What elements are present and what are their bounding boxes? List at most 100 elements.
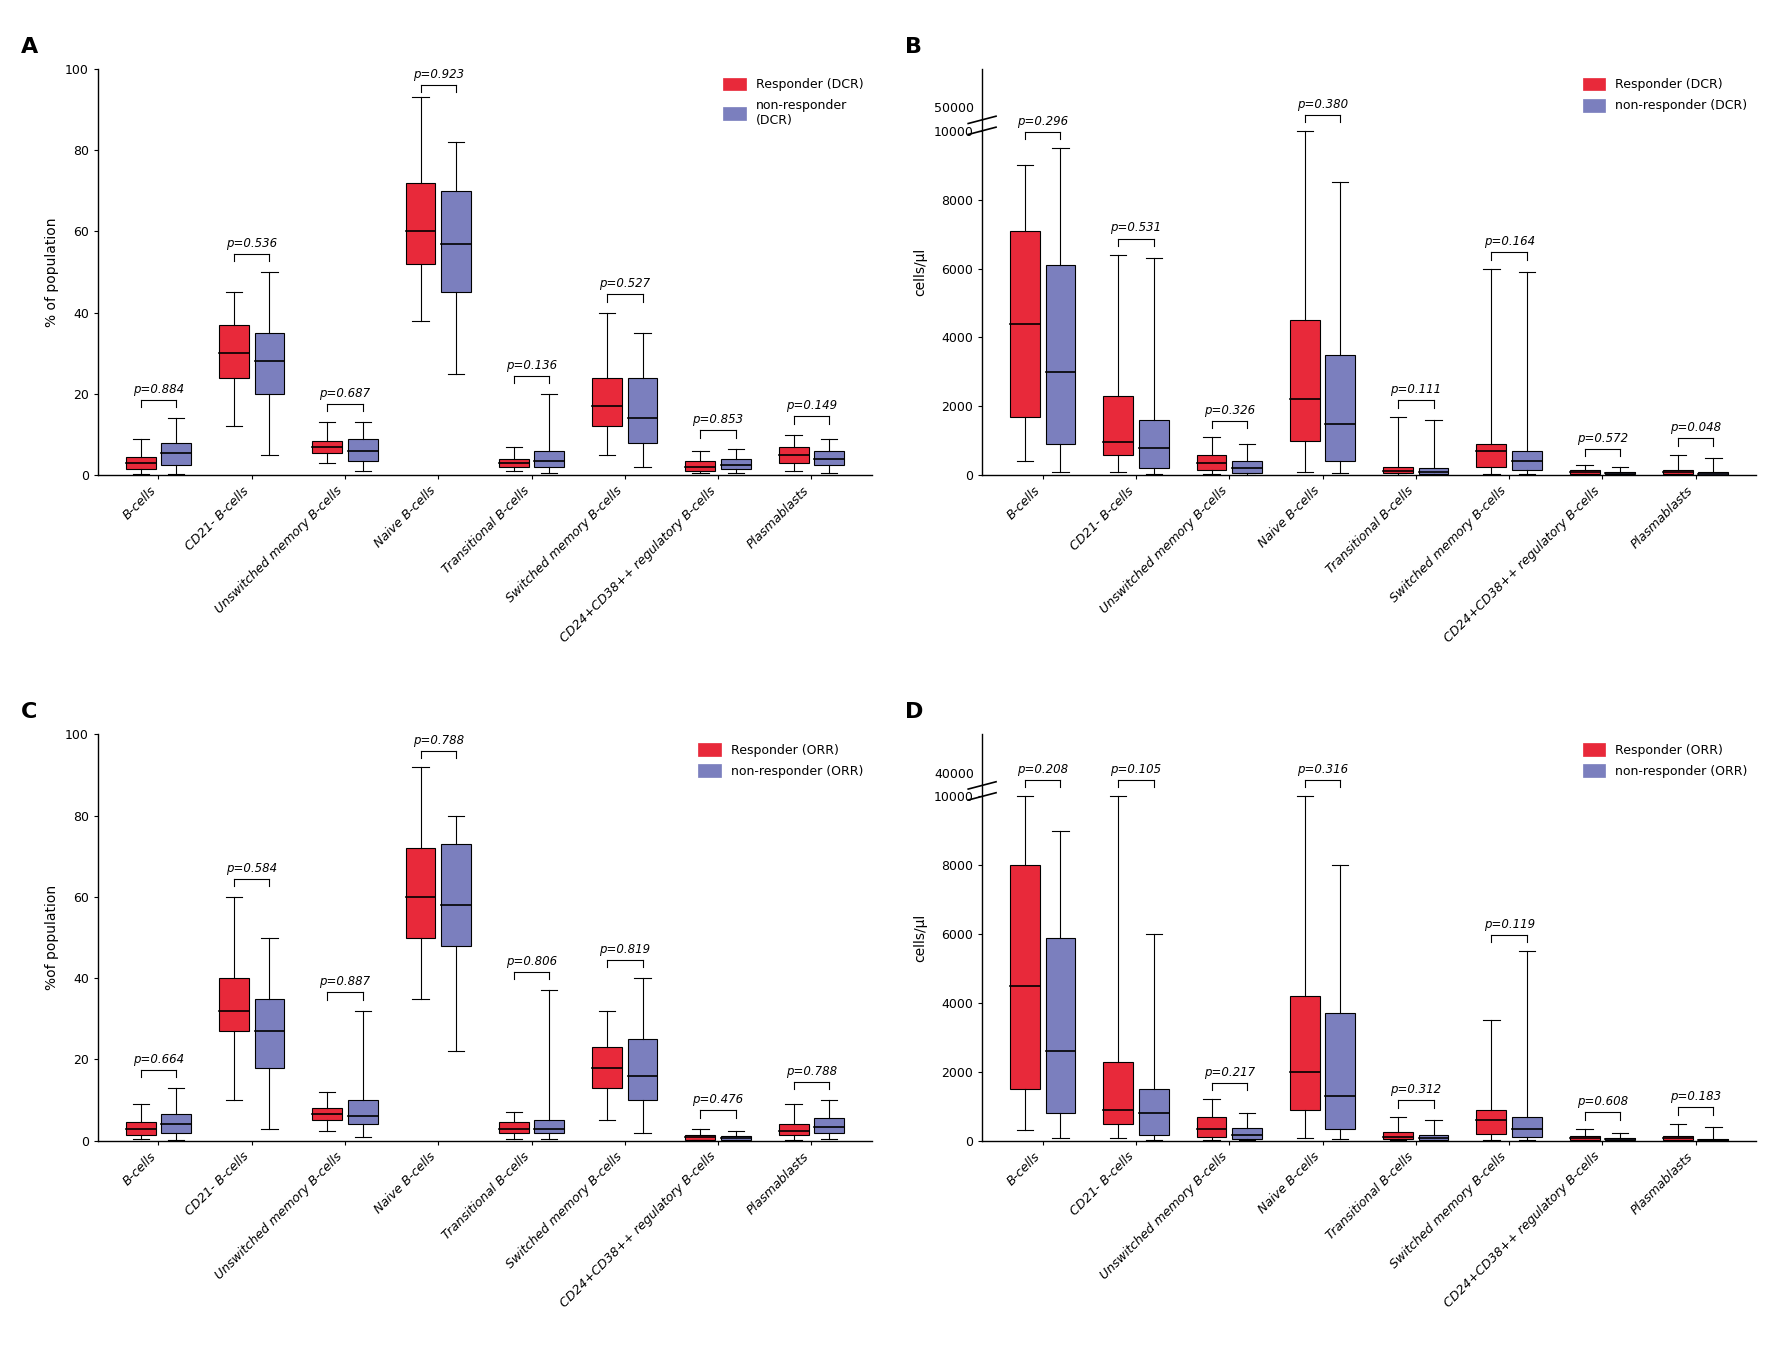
Bar — [1476, 1110, 1506, 1134]
Text: p=0.531: p=0.531 — [1110, 222, 1162, 234]
Bar — [1325, 355, 1356, 461]
Bar — [312, 1108, 342, 1120]
Bar — [779, 447, 808, 463]
Bar — [534, 451, 564, 467]
Bar — [1569, 1135, 1599, 1139]
Bar — [1046, 265, 1075, 444]
Bar — [500, 459, 528, 467]
Text: p=0.536: p=0.536 — [226, 237, 278, 250]
Text: p=0.853: p=0.853 — [693, 413, 743, 426]
Bar — [1196, 1116, 1227, 1137]
Bar — [219, 978, 249, 1032]
Text: p=0.312: p=0.312 — [1390, 1083, 1442, 1096]
Bar — [1698, 1139, 1728, 1141]
Text: p=0.149: p=0.149 — [786, 399, 836, 412]
Text: p=0.527: p=0.527 — [600, 277, 650, 291]
Bar — [1512, 451, 1542, 469]
Bar — [161, 1114, 192, 1132]
Text: p=0.806: p=0.806 — [507, 955, 557, 968]
Bar — [125, 457, 156, 469]
Y-axis label: %of population: %of population — [45, 885, 59, 990]
Y-axis label: % of population: % of population — [45, 218, 59, 327]
Text: p=0.316: p=0.316 — [1297, 763, 1349, 776]
Text: p=0.164: p=0.164 — [1483, 235, 1535, 249]
Bar — [1664, 1135, 1692, 1139]
Bar — [815, 451, 844, 465]
Bar — [1512, 1116, 1542, 1138]
Bar — [1664, 469, 1692, 475]
Text: p=0.111: p=0.111 — [1390, 383, 1442, 397]
Bar — [1605, 472, 1635, 475]
Bar — [1139, 420, 1170, 468]
Bar — [1010, 865, 1041, 1089]
Text: p=0.326: p=0.326 — [1204, 404, 1255, 417]
Bar — [1325, 1013, 1356, 1128]
Text: p=0.819: p=0.819 — [600, 943, 650, 956]
Bar — [593, 1048, 621, 1088]
Text: D: D — [904, 702, 922, 722]
Bar — [161, 443, 192, 465]
Bar — [1383, 1132, 1413, 1139]
Bar — [627, 1040, 657, 1100]
Bar — [405, 183, 435, 264]
Bar — [1232, 1127, 1263, 1139]
Text: B: B — [904, 36, 922, 56]
Text: C: C — [20, 702, 38, 722]
Text: p=0.608: p=0.608 — [1576, 1095, 1628, 1108]
Bar — [1605, 1138, 1635, 1141]
Bar — [1569, 469, 1599, 475]
Bar — [1196, 455, 1227, 469]
Text: p=0.788: p=0.788 — [786, 1065, 836, 1077]
Text: p=0.572: p=0.572 — [1576, 432, 1628, 445]
Text: p=0.788: p=0.788 — [412, 733, 464, 746]
Bar — [1232, 461, 1263, 473]
Text: p=0.119: p=0.119 — [1483, 919, 1535, 931]
Text: p=0.380: p=0.380 — [1297, 97, 1349, 110]
Bar — [1010, 231, 1041, 417]
Bar — [441, 191, 471, 292]
Bar — [534, 1120, 564, 1132]
Legend: Responder (DCR), non-responder (DCR): Responder (DCR), non-responder (DCR) — [1580, 75, 1750, 114]
Text: p=0.136: p=0.136 — [507, 359, 557, 371]
Bar — [815, 1119, 844, 1132]
Bar — [219, 325, 249, 378]
Bar — [254, 998, 285, 1068]
Text: p=0.217: p=0.217 — [1204, 1067, 1255, 1079]
Bar — [779, 1124, 808, 1135]
Bar — [686, 1135, 715, 1139]
Bar — [1139, 1089, 1170, 1135]
Bar — [441, 845, 471, 946]
Bar — [312, 441, 342, 453]
Bar — [254, 334, 285, 394]
Bar — [405, 849, 435, 937]
Bar — [347, 438, 378, 461]
Bar — [1290, 997, 1320, 1110]
Text: p=0.105: p=0.105 — [1110, 763, 1162, 776]
Text: p=0.296: p=0.296 — [1017, 114, 1067, 128]
Bar — [627, 378, 657, 443]
Text: 40000: 40000 — [935, 768, 974, 780]
Text: p=0.884: p=0.884 — [133, 383, 184, 395]
Text: p=0.664: p=0.664 — [133, 1053, 184, 1065]
Bar — [1476, 444, 1506, 467]
Text: p=0.476: p=0.476 — [693, 1093, 743, 1106]
Bar — [593, 378, 621, 426]
Bar — [1103, 1061, 1134, 1123]
Bar — [1103, 395, 1134, 455]
Bar — [1418, 1135, 1449, 1139]
Bar — [125, 1123, 156, 1135]
Bar — [686, 461, 715, 471]
Text: p=0.183: p=0.183 — [1669, 1091, 1721, 1103]
Bar — [1698, 472, 1728, 475]
Text: p=0.584: p=0.584 — [226, 862, 278, 874]
Legend: Responder (ORR), non-responder (ORR): Responder (ORR), non-responder (ORR) — [697, 741, 865, 780]
Bar — [1046, 937, 1075, 1114]
Bar — [722, 459, 750, 469]
Text: p=0.887: p=0.887 — [319, 975, 371, 989]
Bar — [500, 1123, 528, 1132]
Text: p=0.687: p=0.687 — [319, 387, 371, 399]
Bar — [1290, 320, 1320, 441]
Y-axis label: cells/µl: cells/µl — [913, 247, 928, 296]
Text: A: A — [20, 36, 38, 56]
Bar — [347, 1100, 378, 1124]
